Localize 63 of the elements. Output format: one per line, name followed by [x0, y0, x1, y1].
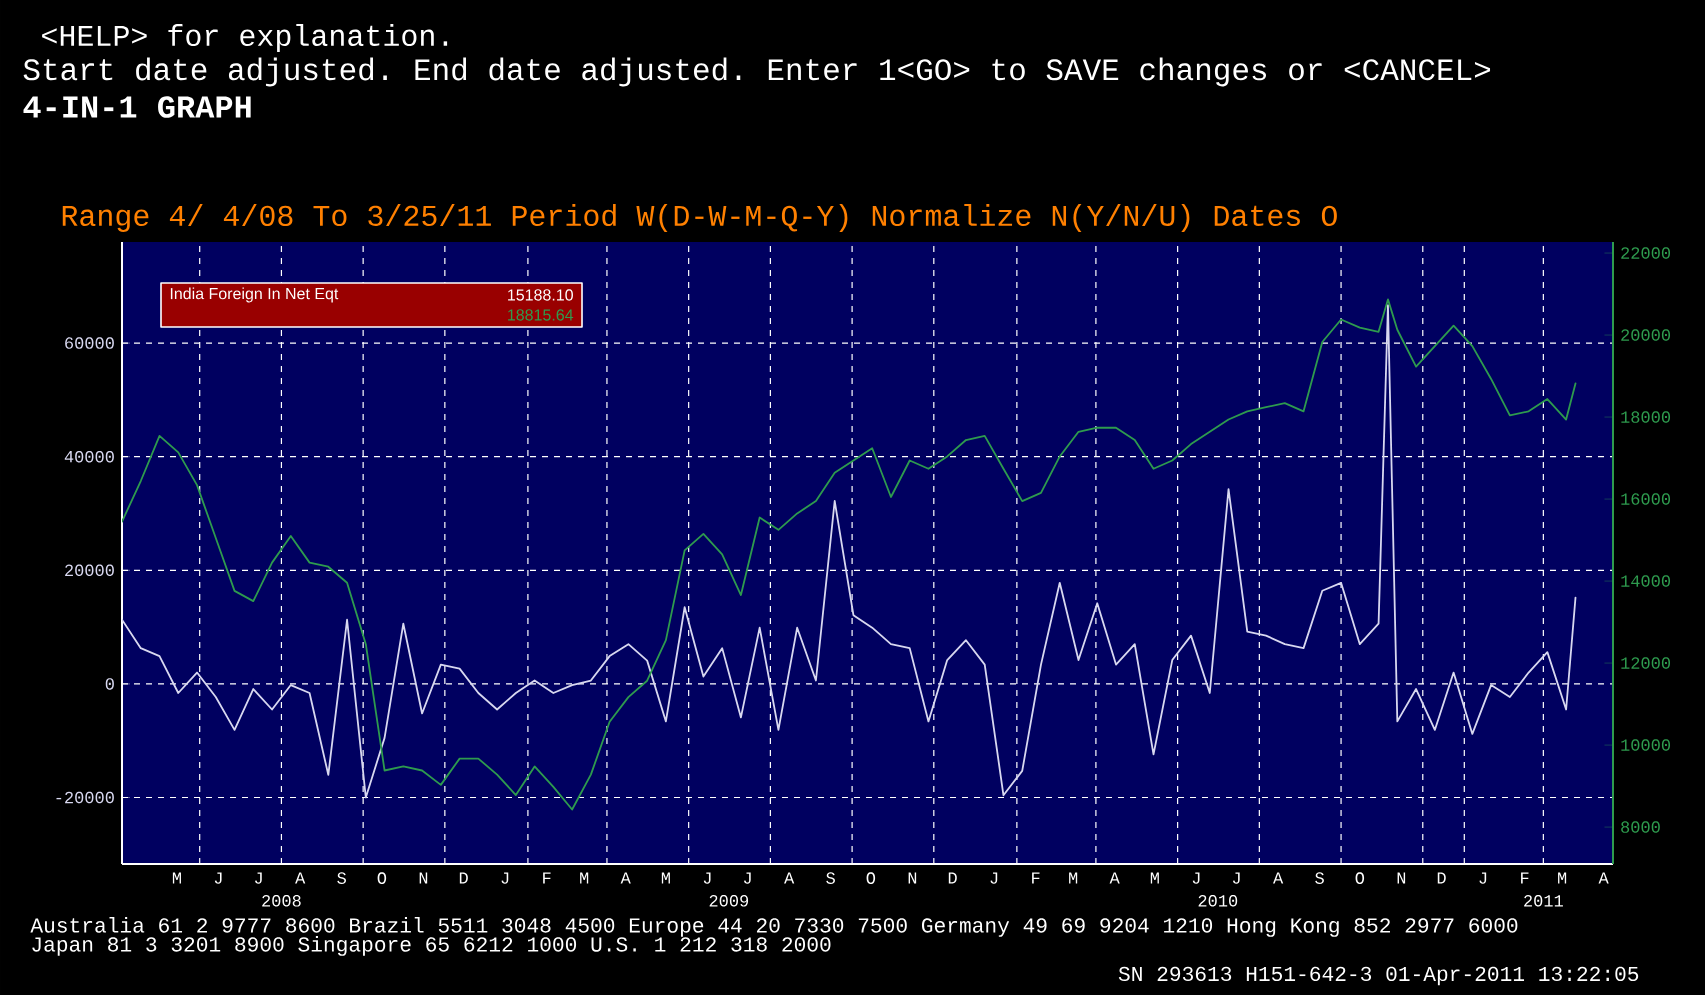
text: Australia 61 2 9777 8600 Brazil 5511 3048 4500 Europe 44 20 7330 7500 Germany 49 69 9204 1210 Hong Kong 852 2977 6000 — [30, 917, 1518, 937]
text: J — [990, 872, 998, 884]
y2-tick-label: 12000 — [1621, 657, 1671, 669]
y2-tick-label: 18000 — [1621, 411, 1671, 423]
text: J — [214, 872, 222, 884]
text: J — [743, 872, 751, 884]
annotation: 15188.10 — [508, 289, 573, 301]
x-tick-label: 2009 — [709, 895, 749, 907]
text: India Foreign In Net Eqt — [170, 287, 339, 303]
text: D — [459, 872, 468, 884]
text: <HELP> for explanation. — [42, 24, 448, 52]
y-tick-label: 0 — [105, 678, 114, 690]
text: D — [948, 872, 957, 884]
text: S — [1315, 872, 1324, 884]
text: N — [419, 872, 428, 884]
text: M — [580, 872, 589, 884]
text: M — [1150, 872, 1159, 884]
text: A — [1273, 872, 1284, 884]
text: Range 4/ 4/08 To 3/25/11 Period W(D-W-M-Q-Y) Normalize N(Y/N/U) Dates O — [62, 204, 1337, 232]
text: A — [620, 872, 631, 884]
text: A — [784, 872, 795, 884]
text: F — [1032, 872, 1040, 884]
text: N — [1397, 872, 1406, 884]
text: M — [1558, 872, 1567, 884]
text: A — [295, 872, 306, 884]
text: J — [501, 872, 509, 884]
text: S — [337, 872, 346, 884]
text: M — [661, 872, 670, 884]
text: F — [543, 872, 551, 884]
text: J — [1192, 872, 1200, 884]
text: Start date adjusted. End date adjusted. Enter 1<GO> to SAVE changes or <CANCEL> — [23, 57, 1491, 87]
annotation: 18815.64 — [508, 309, 574, 321]
x-tick-label: 2010 — [1198, 895, 1238, 907]
text: J — [255, 872, 262, 884]
text: S — [826, 872, 835, 884]
text: SN 293613 H151-642-3 01-Apr-2011 13:22:05 — [1118, 966, 1639, 986]
y2-tick-label: 10000 — [1621, 739, 1671, 751]
text: A — [1598, 872, 1609, 884]
text: D — [1437, 872, 1446, 884]
text: F — [1521, 872, 1529, 884]
y2-tick-label: 22000 — [1621, 247, 1671, 259]
y-tick-label: -20000 — [56, 791, 114, 804]
text: M — [1069, 872, 1078, 884]
x-tick-label: 2011 — [1524, 895, 1563, 907]
y2-tick-label: 8000 — [1621, 821, 1660, 833]
text: N — [908, 872, 917, 884]
y-tick-label: 60000 — [65, 337, 114, 349]
y2-tick-label: 16000 — [1621, 493, 1671, 505]
text: J — [1232, 872, 1240, 884]
text: O — [1355, 872, 1365, 884]
y2-tick-label: 14000 — [1621, 575, 1671, 587]
text: O — [866, 872, 876, 884]
x-tick-label: 2008 — [262, 895, 301, 907]
y-tick-label: 20000 — [65, 564, 114, 577]
text: O — [377, 872, 387, 884]
text: 4-IN-1 GRAPH — [23, 96, 251, 118]
text: M — [172, 872, 181, 884]
y2-tick-label: 20000 — [1621, 329, 1671, 341]
y-tick-label: 40000 — [64, 450, 114, 463]
text: A — [1109, 872, 1120, 884]
text: Japan 81 3 3201 8900 Singapore 65 6212 1000 U.S. 1 212 318 2000 — [32, 936, 831, 956]
text: J — [703, 872, 711, 884]
text: J — [1479, 872, 1487, 884]
